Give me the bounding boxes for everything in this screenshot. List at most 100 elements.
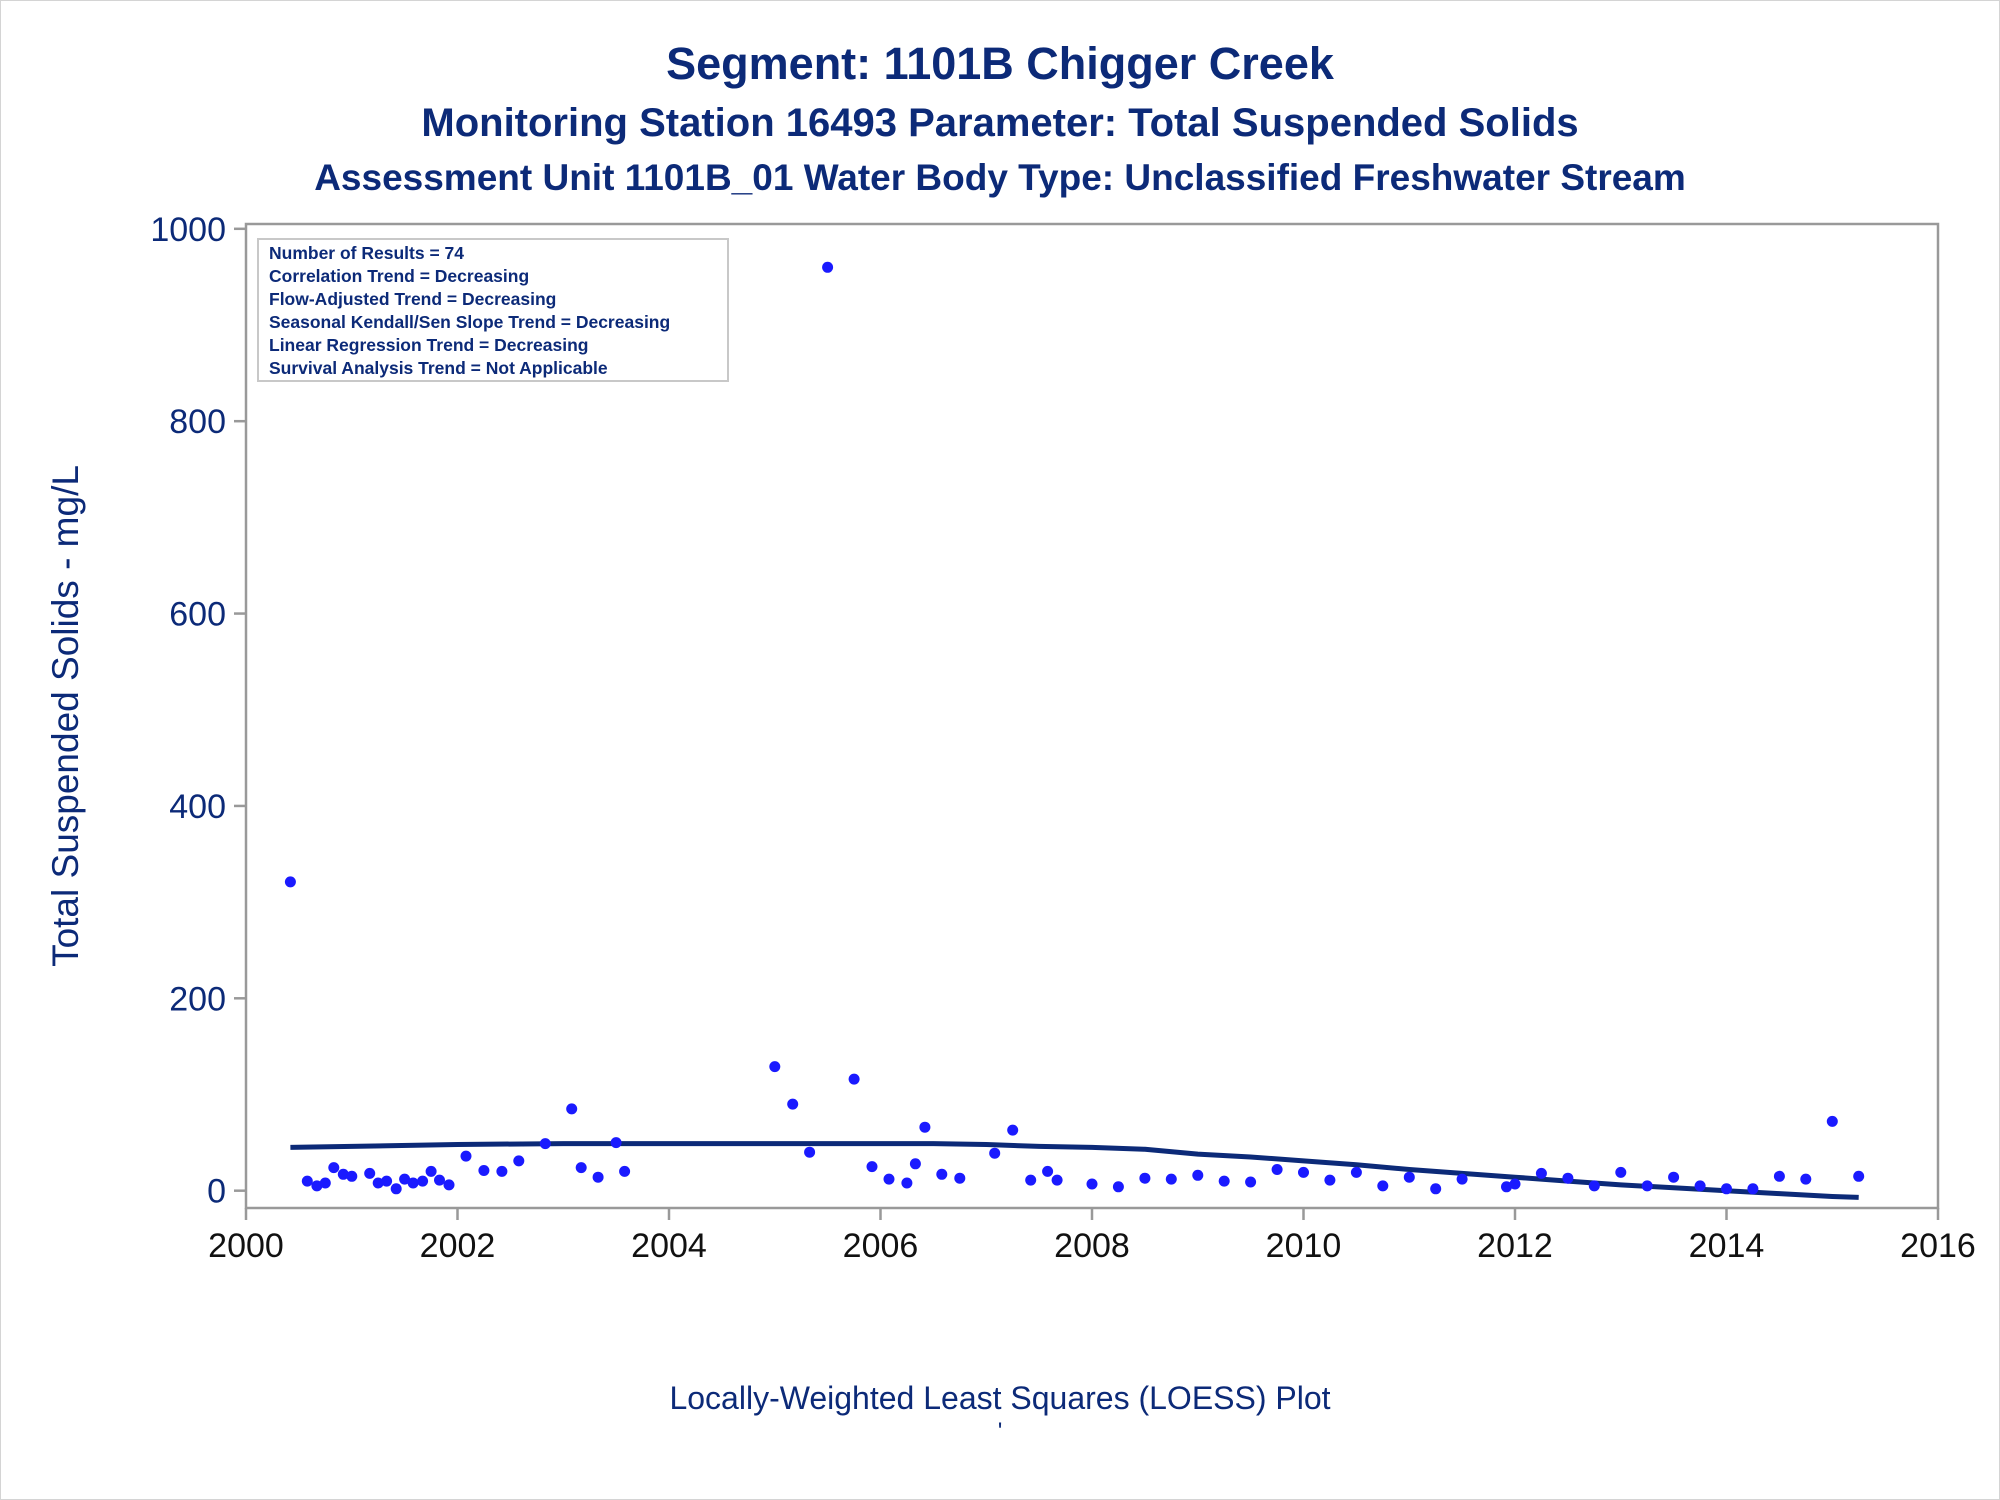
x-tick-label: 2014	[1689, 1227, 1765, 1265]
data-point	[1139, 1172, 1151, 1184]
data-point	[787, 1098, 799, 1110]
data-point	[1509, 1178, 1521, 1190]
data-point	[1747, 1183, 1759, 1195]
data-point	[866, 1161, 878, 1173]
data-point	[1165, 1173, 1177, 1185]
data-point	[364, 1167, 376, 1179]
chart-title: Segment: 1101B Chigger Creek	[666, 38, 1334, 89]
data-point	[883, 1173, 895, 1185]
y-tick-label: 600	[169, 596, 226, 634]
data-point	[301, 1175, 313, 1187]
x-tick-label: 2000	[208, 1227, 284, 1265]
data-point	[1694, 1180, 1706, 1192]
data-point	[319, 1177, 331, 1189]
data-point	[1721, 1183, 1732, 1195]
inset-line: Survival Analysis Trend = Not Applicable	[269, 358, 608, 378]
data-point	[919, 1121, 931, 1133]
loess-series	[290, 1141, 1859, 1200]
data-point	[954, 1172, 966, 1184]
chart-subtitle-station: Monitoring Station 16493 Parameter: Tota…	[421, 101, 1579, 145]
data-point	[417, 1175, 429, 1187]
data-point	[1025, 1174, 1037, 1186]
data-point	[311, 1180, 323, 1192]
x-tick-label: 2016	[1900, 1227, 1976, 1265]
data-point	[1773, 1170, 1785, 1182]
data-point	[284, 876, 296, 888]
y-tick-label: 0	[207, 1173, 226, 1211]
data-point	[407, 1177, 419, 1189]
data-point	[425, 1165, 437, 1177]
y-axis: 0 200 400 600 800 1000	[150, 211, 246, 1211]
data-point	[1051, 1174, 1063, 1186]
data-point	[1245, 1176, 1257, 1188]
data-point	[1192, 1169, 1204, 1181]
data-point	[381, 1175, 393, 1187]
x-tick-label: 2006	[843, 1227, 919, 1265]
data-point	[1086, 1178, 1098, 1190]
inset-line: Number of Results = 74	[269, 243, 464, 263]
data-point	[1430, 1183, 1442, 1195]
data-point	[1826, 1115, 1838, 1127]
inset-box-border	[257, 238, 729, 382]
data-point	[1668, 1171, 1680, 1183]
data-point	[443, 1179, 455, 1191]
data-point	[936, 1168, 948, 1180]
data-point	[1218, 1175, 1230, 1187]
tss-observations-series	[284, 261, 1865, 1195]
data-point	[592, 1171, 604, 1183]
data-point	[434, 1174, 445, 1186]
data-point	[769, 1061, 781, 1073]
data-point	[575, 1162, 587, 1174]
inset-line: Flow-Adjusted Trend = Decreasing	[269, 289, 556, 309]
data-point	[1377, 1180, 1389, 1192]
data-point	[328, 1162, 340, 1174]
data-point	[1853, 1170, 1865, 1182]
inset-line: Correlation Trend = Decreasing	[269, 266, 529, 286]
data-point	[1535, 1167, 1547, 1179]
data-point	[566, 1103, 578, 1115]
data-point	[901, 1177, 913, 1189]
y-tick-label: 800	[169, 403, 226, 441]
y-tick-label: 1000	[150, 211, 226, 249]
data-point	[1324, 1174, 1336, 1186]
data-point	[399, 1173, 411, 1185]
data-point	[989, 1147, 1001, 1159]
data-point	[460, 1150, 472, 1162]
data-point	[1112, 1181, 1124, 1193]
data-point	[822, 261, 834, 273]
data-point	[1042, 1165, 1054, 1177]
x-tick-label: 2002	[420, 1227, 496, 1265]
x-tick-label: 2010	[1266, 1227, 1342, 1265]
data-point	[337, 1168, 349, 1180]
y-tick-label: 400	[169, 788, 226, 826]
data-point	[619, 1165, 631, 1177]
trend-inset-box: Number of Results = 74 Correlation Trend …	[257, 238, 729, 382]
data-point	[1615, 1166, 1627, 1178]
x-tick-label: 2004	[631, 1227, 707, 1265]
loess-line	[290, 1141, 1859, 1200]
data-point	[804, 1146, 816, 1158]
data-point	[1456, 1173, 1468, 1185]
inset-line: Linear Regression Trend = Decreasing	[269, 335, 589, 355]
x-tick-label: 2012	[1477, 1227, 1553, 1265]
data-point	[909, 1158, 921, 1170]
data-point	[513, 1155, 525, 1167]
data-point	[1271, 1164, 1283, 1175]
data-point	[1501, 1181, 1512, 1193]
data-point	[1007, 1124, 1019, 1136]
data-point	[610, 1137, 622, 1149]
data-point	[372, 1177, 384, 1189]
y-axis-label: Total Suspended Solids - mg/L	[45, 465, 86, 967]
x-axis: 2000 2002 2004 2006 2008 2010 2012 2014 2016	[208, 1208, 1976, 1265]
data-point	[539, 1138, 551, 1150]
footnote-mark: '	[997, 1418, 1003, 1445]
data-point	[390, 1183, 402, 1195]
data-point	[496, 1165, 508, 1177]
x-tick-label: 2008	[1054, 1227, 1130, 1265]
data-point	[1800, 1173, 1812, 1185]
chart-subtitle-assessment: Assessment Unit 1101B_01 Water Body Type…	[314, 157, 1686, 198]
data-point	[1641, 1180, 1653, 1192]
inset-line: Seasonal Kendall/Sen Slope Trend = Decre…	[269, 312, 670, 332]
data-point	[1298, 1166, 1309, 1178]
